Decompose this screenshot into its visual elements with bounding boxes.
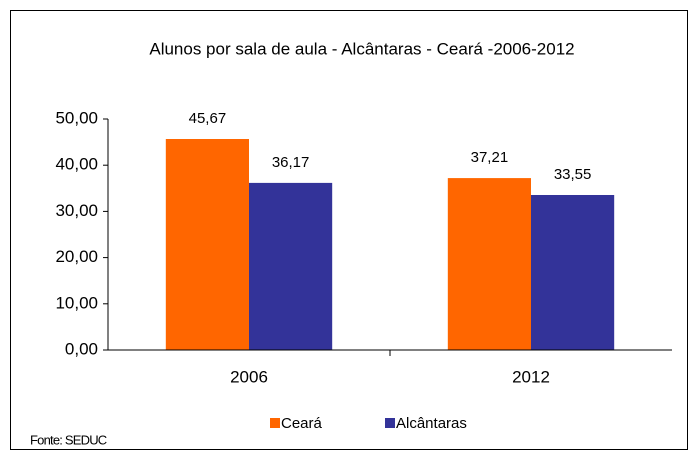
bar <box>447 178 531 350</box>
data-label: 37,21 <box>471 149 509 166</box>
x-tick-label: 2012 <box>512 367 550 386</box>
x-tick-label: 2006 <box>230 367 268 386</box>
data-label: 36,17 <box>272 154 310 171</box>
y-tick-label: 0,00 <box>65 339 98 358</box>
legend-swatch <box>385 418 395 428</box>
bar <box>531 194 615 350</box>
legend-label: Ceará <box>281 415 323 432</box>
legend-label: Alcântaras <box>396 415 467 432</box>
bar <box>165 139 249 350</box>
data-label: 33,55 <box>554 166 592 183</box>
legend-swatch <box>270 418 280 428</box>
y-tick-label: 20,00 <box>55 247 98 266</box>
source-note: Fonte: SEDUC <box>30 432 107 447</box>
y-tick-label: 40,00 <box>55 155 98 174</box>
chart-title: Alunos por sala de aula - Alcântaras - C… <box>149 39 574 58</box>
y-tick-label: 30,00 <box>55 201 98 220</box>
y-tick-label: 10,00 <box>55 293 98 312</box>
data-label: 45,67 <box>189 110 227 127</box>
bar <box>249 182 333 350</box>
y-tick-label: 50,00 <box>55 108 98 127</box>
